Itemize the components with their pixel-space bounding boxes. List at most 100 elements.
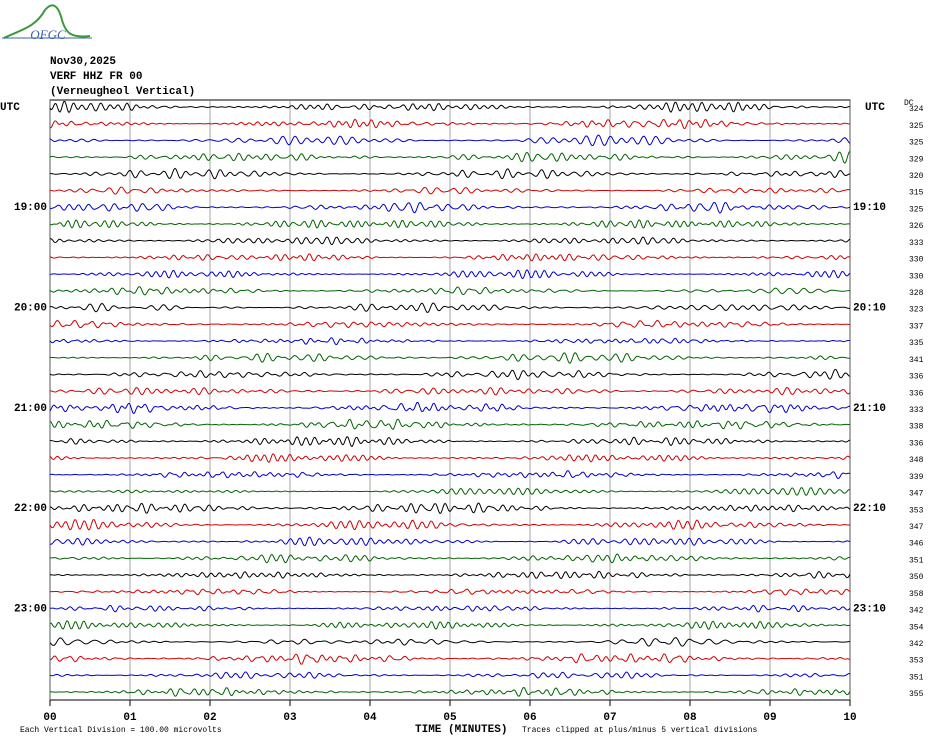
trace: [49, 201, 851, 214]
trace: [49, 253, 851, 262]
date: Nov30,2025: [50, 56, 116, 68]
dc-value: 338: [909, 423, 924, 432]
dc-value: 351: [909, 556, 924, 565]
trace: [49, 302, 851, 313]
channel: VERF HHZ FR 00: [50, 71, 142, 83]
dc-value: 351: [909, 673, 924, 682]
dc-value: 346: [909, 540, 924, 549]
clip-note: Traces clipped at plus/minus 5 vertical …: [522, 726, 757, 735]
trace: [49, 236, 851, 246]
x-tick-label: 10: [843, 712, 856, 724]
trace: [49, 671, 851, 679]
trace: [49, 386, 851, 396]
dc-value: 330: [909, 256, 924, 265]
trace: [49, 604, 851, 613]
dc-value: 330: [909, 272, 924, 281]
left-time-label: 23:00: [14, 603, 47, 615]
dc-value: 336: [909, 373, 924, 382]
trace: [49, 402, 851, 415]
dc-value: 325: [909, 139, 924, 148]
left-time-label: 22:00: [14, 503, 47, 515]
dc-value: 324: [909, 105, 924, 114]
x-tick-label: 05: [443, 712, 457, 724]
trace: [49, 118, 851, 129]
left-time-label: 21:00: [14, 403, 47, 415]
dc-value: 353: [909, 506, 924, 515]
x-axis-title: TIME (MINUTES): [415, 724, 507, 736]
dc-value: 347: [909, 523, 924, 532]
right-axis-title: UTC: [865, 102, 885, 114]
dc-value: 315: [909, 189, 924, 198]
left-time-label: 20:00: [14, 302, 47, 314]
dc-value: 353: [909, 657, 924, 666]
dc-value: 350: [909, 573, 924, 582]
trace: [49, 167, 851, 180]
dc-value: 336: [909, 439, 924, 448]
trace: [49, 134, 851, 147]
dc-value: 342: [909, 640, 924, 649]
trace: [49, 620, 851, 630]
trace: [49, 570, 851, 580]
left-axis-title: UTC: [0, 102, 20, 114]
x-tick-label: 09: [763, 712, 776, 724]
trace: [49, 470, 851, 480]
dc-value: 325: [909, 122, 924, 131]
dc-value: 341: [909, 356, 924, 365]
left-time-label: 19:00: [14, 202, 47, 214]
trace: [49, 100, 851, 114]
x-tick-label: 04: [363, 712, 377, 724]
dc-value: 320: [909, 172, 924, 181]
logo-text: OFGC: [30, 27, 66, 42]
trace: [49, 518, 851, 531]
x-tick-label: 02: [203, 712, 216, 724]
x-tick-label: 03: [283, 712, 297, 724]
right-time-label: 21:10: [853, 403, 886, 415]
right-time-label: 19:10: [853, 202, 886, 214]
trace: [49, 186, 851, 195]
right-time-label: 22:10: [853, 503, 886, 515]
trace: [49, 553, 851, 564]
trace: [49, 368, 851, 381]
trace: [49, 637, 851, 647]
trace: [49, 337, 851, 346]
dc-value: 347: [909, 490, 924, 499]
right-time-label: 20:10: [853, 302, 886, 314]
trace: [49, 286, 851, 296]
dc-value: 326: [909, 222, 924, 231]
station: (Verneugheol Vertical): [50, 86, 195, 98]
trace: [49, 319, 851, 329]
trace: [49, 487, 851, 496]
x-tick-label: 06: [523, 712, 536, 724]
dc-title: DC: [904, 99, 914, 108]
trace: [49, 418, 851, 430]
dc-value: 328: [909, 289, 924, 298]
trace: [49, 502, 851, 515]
dc-value: 337: [909, 322, 924, 331]
dc-value: 342: [909, 607, 924, 616]
dc-value: 358: [909, 590, 924, 599]
right-time-label: 23:10: [853, 603, 886, 615]
trace: [49, 150, 851, 164]
x-tick-label: 00: [43, 712, 56, 724]
trace: [49, 653, 851, 665]
x-tick-label: 07: [603, 712, 616, 724]
scale-note: Each Vertical Division = 100.00 microvol…: [20, 726, 222, 735]
x-tick-label: 01: [123, 712, 137, 724]
dc-value: 339: [909, 473, 924, 482]
trace: [49, 435, 851, 448]
dc-value: 355: [909, 690, 924, 699]
dc-value: 354: [909, 623, 924, 632]
trace: [49, 686, 851, 697]
trace: [49, 219, 851, 229]
trace: [49, 352, 851, 364]
dc-value: 335: [909, 339, 924, 348]
dc-value: 336: [909, 389, 924, 398]
dc-value: 348: [909, 456, 924, 465]
dc-value: 333: [909, 406, 924, 415]
dc-value: 329: [909, 155, 924, 164]
dc-value: 323: [909, 306, 924, 315]
logo-curve: [3, 4, 91, 39]
dc-value: 325: [909, 205, 924, 214]
trace: [49, 269, 851, 280]
